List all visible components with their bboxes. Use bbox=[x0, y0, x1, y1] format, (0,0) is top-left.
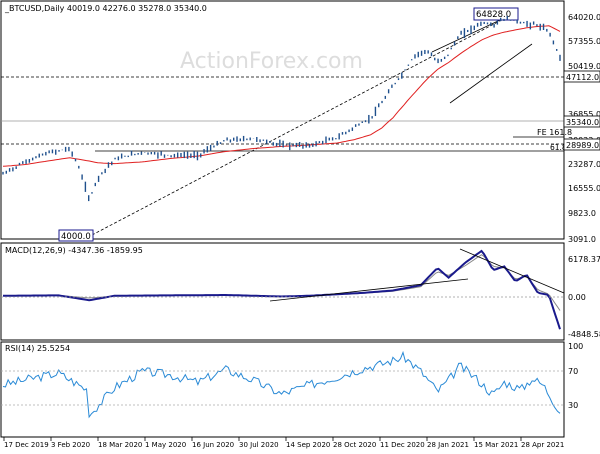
price-axis: 64020.0 57355.0 50419.0 36855.0 30022.0 … bbox=[568, 13, 600, 244]
macd-signal-line bbox=[3, 254, 561, 311]
x-axis: 17 Dec 2019 3 Feb 2020 18 Mar 2020 1 May 20… bbox=[3, 437, 564, 449]
rsi-tick: 100 bbox=[568, 342, 583, 351]
rsi-pane-frame bbox=[0, 341, 565, 438]
x-tick-label: 14 Sep 2020 bbox=[286, 441, 330, 449]
x-tick-label: 11 Dec 2020 bbox=[380, 441, 425, 449]
resistance-tag-text: 47112.0 bbox=[566, 73, 599, 82]
x-tick-label: 16 Jun 2020 bbox=[192, 441, 234, 449]
x-tick-label: 18 Mar 2020 bbox=[98, 441, 142, 449]
price-tick: 57355.0 bbox=[568, 37, 600, 46]
x-tick-label: 17 Dec 2019 bbox=[4, 441, 49, 449]
macd-tick: -4848.58 bbox=[568, 330, 600, 339]
macd-group bbox=[2, 249, 561, 330]
rsi-group bbox=[2, 350, 561, 419]
fib-label: 61.8 bbox=[550, 143, 567, 152]
price-tick: 23287.0 bbox=[568, 160, 600, 169]
macd-line bbox=[2, 249, 561, 330]
price-tick: 16555.0 bbox=[568, 184, 600, 193]
macd-pane-frame bbox=[0, 242, 565, 341]
support-tag bbox=[563, 138, 600, 151]
rsi-tick: 70 bbox=[568, 367, 578, 376]
price-pane-frame bbox=[0, 0, 565, 240]
price-tick: 9823.0 bbox=[568, 209, 596, 218]
current-price-tag-text: 35340.0 bbox=[566, 118, 599, 127]
support-tag-text: 28989.0 bbox=[566, 141, 599, 150]
x-tick-label: 28 Oct 2020 bbox=[333, 441, 376, 449]
x-tick-label: 28 Jan 2021 bbox=[427, 441, 469, 449]
rsi-label: RSI(14) 25.5254 bbox=[5, 344, 70, 353]
x-tick-label: 3 Feb 2020 bbox=[51, 441, 90, 449]
current-price-tag bbox=[563, 115, 600, 128]
watermark: ActionForex.com bbox=[180, 49, 363, 74]
x-tick-label: 15 Mar 2021 bbox=[474, 441, 518, 449]
price-tick: 50419.0 bbox=[568, 62, 600, 71]
long-trendline bbox=[91, 12, 516, 236]
rsi-tick: 30 bbox=[568, 401, 578, 410]
low-label: 4000.0 bbox=[61, 232, 91, 242]
rsi-line bbox=[2, 350, 561, 419]
channel-lower-line bbox=[449, 43, 533, 104]
high-label: 64828.0 bbox=[476, 10, 511, 20]
x-tick-label: 1 May 2020 bbox=[145, 441, 186, 449]
macd-tick: 0.00 bbox=[568, 293, 586, 302]
x-tick-label: 30 Jul 2020 bbox=[239, 441, 279, 449]
price-bars-group bbox=[2, 15, 561, 202]
moving-average-line bbox=[2, 25, 561, 167]
price-tick: 64020.0 bbox=[568, 13, 600, 22]
macd-trendline-upper bbox=[459, 248, 565, 294]
low-label-box bbox=[58, 229, 94, 242]
price-tick: 36855.0 bbox=[568, 110, 600, 119]
chart-title: _BTCUSD,Daily 40019.0 42276.0 35278.0 35… bbox=[4, 4, 207, 13]
macd-tick: 6178.37 bbox=[568, 255, 600, 264]
fe-label: FE 161.8 bbox=[537, 128, 572, 137]
price-tick: 3091.0 bbox=[568, 235, 596, 244]
moving-average-group bbox=[2, 25, 561, 167]
macd-trendline-lower bbox=[269, 278, 469, 302]
x-tick-label: 28 Apr 2021 bbox=[521, 441, 564, 449]
resistance-tag bbox=[563, 70, 600, 83]
macd-label: MACD(12,26,9) -4347.36 -1859.95 bbox=[5, 246, 143, 255]
